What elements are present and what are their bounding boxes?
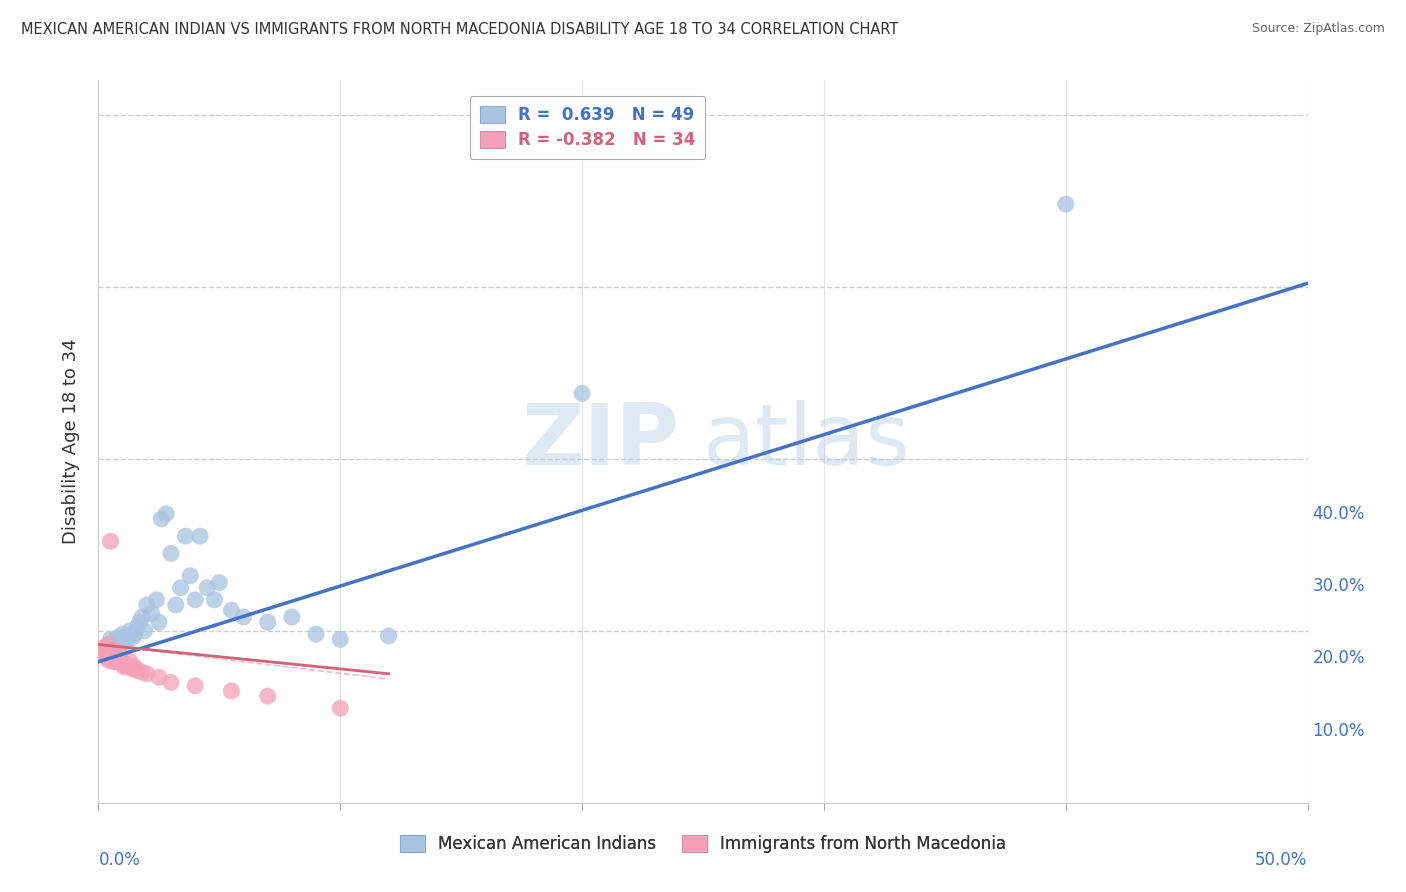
Point: [100, 649, 122, 664]
Point: [256, 689, 278, 703]
Point: [127, 620, 149, 634]
Point: [160, 546, 183, 560]
Point: [94, 649, 117, 664]
Point: [256, 615, 278, 630]
Point: [111, 627, 134, 641]
Point: [188, 529, 211, 543]
Point: [1054, 197, 1077, 211]
Text: ZIP: ZIP: [522, 400, 679, 483]
Point: [184, 592, 207, 607]
Text: 10.0%: 10.0%: [1312, 722, 1365, 739]
Point: [135, 598, 157, 612]
Point: [121, 631, 143, 645]
Point: [329, 632, 352, 647]
Point: [232, 610, 254, 624]
Point: [571, 386, 593, 401]
Legend: Mexican American Indians, Immigrants from North Macedonia: Mexican American Indians, Immigrants fro…: [394, 828, 1012, 860]
Point: [104, 649, 127, 664]
Point: [281, 610, 304, 624]
Point: [127, 664, 149, 678]
Point: [174, 529, 197, 543]
Point: [165, 598, 187, 612]
Point: [114, 657, 136, 671]
Point: [94, 640, 117, 655]
Point: [97, 638, 120, 652]
Point: [118, 655, 141, 669]
Point: [179, 568, 201, 582]
Point: [97, 646, 120, 660]
Point: [101, 648, 124, 662]
Point: [377, 629, 399, 643]
Point: [141, 607, 163, 621]
Point: [97, 646, 120, 660]
Text: Source: ZipAtlas.com: Source: ZipAtlas.com: [1251, 22, 1385, 36]
Point: [107, 640, 129, 655]
Point: [208, 575, 231, 590]
Point: [100, 534, 122, 549]
Point: [114, 636, 136, 650]
Point: [100, 632, 122, 647]
Text: 30.0%: 30.0%: [1312, 577, 1365, 595]
Point: [221, 684, 243, 698]
Point: [204, 592, 226, 607]
Point: [124, 660, 146, 674]
Point: [117, 658, 139, 673]
Point: [94, 644, 117, 658]
Text: atlas: atlas: [703, 400, 911, 483]
Point: [111, 658, 134, 673]
Point: [114, 660, 136, 674]
Point: [117, 629, 139, 643]
Point: [108, 653, 131, 667]
Point: [104, 632, 127, 647]
Text: MEXICAN AMERICAN INDIAN VS IMMIGRANTS FROM NORTH MACEDONIA DISABILITY AGE 18 TO : MEXICAN AMERICAN INDIAN VS IMMIGRANTS FR…: [21, 22, 898, 37]
Point: [100, 644, 122, 658]
Point: [135, 666, 157, 681]
Point: [305, 627, 328, 641]
Text: 0.0%: 0.0%: [98, 851, 141, 869]
Point: [91, 640, 114, 655]
Point: [148, 670, 170, 684]
Point: [97, 653, 120, 667]
Point: [131, 610, 153, 624]
Point: [107, 631, 129, 645]
Point: [134, 624, 156, 638]
Point: [131, 665, 153, 679]
Point: [107, 653, 129, 667]
Point: [150, 512, 173, 526]
Point: [145, 592, 167, 607]
Point: [97, 638, 120, 652]
Text: 20.0%: 20.0%: [1312, 649, 1365, 667]
Point: [104, 655, 127, 669]
Point: [91, 644, 114, 658]
Point: [111, 634, 134, 648]
Point: [169, 581, 191, 595]
Y-axis label: Disability Age 18 to 34: Disability Age 18 to 34: [62, 339, 80, 544]
Point: [118, 624, 141, 638]
Point: [148, 615, 170, 630]
Text: 50.0%: 50.0%: [1256, 851, 1308, 869]
Point: [155, 507, 177, 521]
Point: [101, 644, 124, 658]
Point: [160, 675, 183, 690]
Point: [128, 615, 150, 630]
Point: [100, 649, 122, 664]
Point: [121, 662, 143, 676]
Point: [221, 603, 243, 617]
Point: [329, 701, 352, 715]
Text: 40.0%: 40.0%: [1312, 505, 1365, 523]
Point: [184, 679, 207, 693]
Point: [111, 655, 134, 669]
Point: [108, 649, 131, 664]
Point: [195, 581, 218, 595]
Point: [108, 638, 131, 652]
Point: [101, 655, 124, 669]
Point: [104, 639, 127, 653]
Point: [124, 627, 146, 641]
Point: [101, 636, 124, 650]
Point: [107, 644, 129, 658]
